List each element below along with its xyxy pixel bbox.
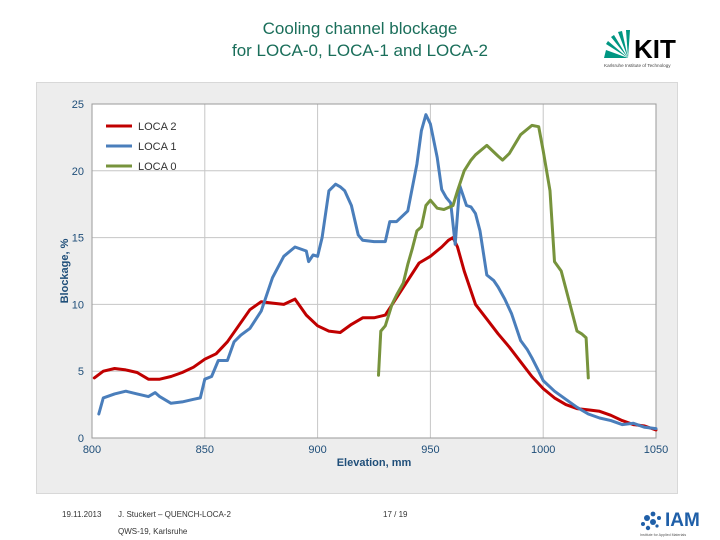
kit-logo-subtitle: Karlsruhe Institute of Technology <box>604 63 671 68</box>
y-axis-label: Blockage, % <box>59 238 71 303</box>
footer-page-number: 17 / 19 <box>383 510 408 519</box>
y-tick-label: 20 <box>72 166 84 178</box>
x-tick-label: 800 <box>83 444 101 456</box>
iam-logo-subtitle: Institute for Applied Materials <box>640 533 686 537</box>
blockage-chart: 800 850 900 950 1000 1050 0 5 10 15 20 25 Elevation,… <box>59 99 668 469</box>
legend-label: LOCA 2 <box>138 121 177 133</box>
footer-author: J. Stuckert – QUENCH-LOCA-2 <box>118 510 231 519</box>
y-tick-label: 0 <box>78 433 84 445</box>
slide-title-line1: Cooling channel blockage <box>262 19 458 38</box>
iam-logo: IAM Institute for Applied Materials <box>640 510 700 537</box>
x-tick-label: 850 <box>196 444 214 456</box>
y-tick-label: 15 <box>72 233 84 245</box>
plot-area <box>92 104 656 438</box>
iam-logo-dots-icon <box>641 511 661 531</box>
legend-label: LOCA 0 <box>138 161 177 173</box>
legend-label: LOCA 1 <box>138 141 177 153</box>
kit-logo-text: KIT <box>634 34 676 64</box>
y-tick-label: 10 <box>72 299 84 311</box>
series-line-loca-2 <box>92 236 658 432</box>
x-tick-label: 1000 <box>531 444 555 456</box>
x-tick-label: 900 <box>308 444 326 456</box>
series-line-loca-0 <box>377 123 590 380</box>
footer-venue: QWS-19, Karlsruhe <box>118 527 188 536</box>
kit-logo-rays-icon <box>604 30 630 58</box>
series-line-loca-1 <box>97 113 658 431</box>
plot-border <box>91 103 657 439</box>
y-tick-label: 25 <box>72 99 84 111</box>
x-tick-label: 950 <box>421 444 439 456</box>
iam-logo-text: IAM <box>665 510 700 531</box>
kit-logo: KIT Karlsruhe Institute of Technology <box>604 30 676 68</box>
footer-date: 19.11.2013 <box>62 510 102 519</box>
x-tick-label: 1050 <box>644 444 668 456</box>
y-tick-label: 5 <box>78 366 84 378</box>
slide-title-line2: for LOCA-0, LOCA-1 and LOCA-2 <box>231 41 489 60</box>
x-axis-label: Elevation, mm <box>337 457 412 469</box>
slide-title: Cooling channel blockage for LOCA-0, LOC… <box>150 18 570 62</box>
